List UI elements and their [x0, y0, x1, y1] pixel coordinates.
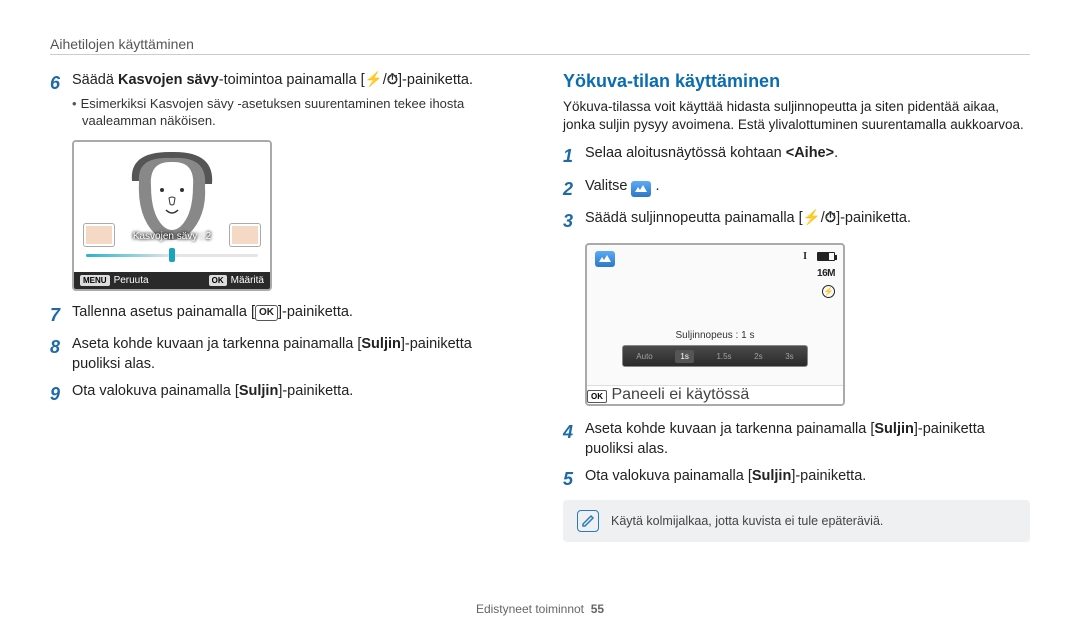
- ok-key: OK: [587, 390, 607, 403]
- step-3: 3 Säädä suljinnopeutta painamalla [⚡/⏱]-…: [563, 209, 1030, 233]
- step-num: 5: [563, 467, 585, 491]
- timer-icon: ⏱: [825, 210, 836, 226]
- step-7: 7 Tallenna asetus painamalla [OK]-painik…: [50, 303, 517, 327]
- face-tone-figure: Kasvojen sävy : 2 MENU Peruuta OK Määrit…: [72, 140, 272, 291]
- step-bold: Suljin: [361, 336, 400, 352]
- face-tone-slider[interactable]: [86, 250, 258, 260]
- shutter-figure: I 16M ⚡ Suljinnopeus : 1 s Auto 1s 1.5s …: [585, 243, 845, 406]
- step-1: 1 Selaa aloitusnäytössä kohtaan <Aihe>.: [563, 144, 1030, 168]
- ok-keycap: OK: [255, 305, 278, 321]
- step-text: ]-painiketta.: [398, 72, 473, 88]
- step-bold: Suljin: [874, 421, 913, 437]
- flash-icon: ⚡: [803, 210, 821, 226]
- step-num: 3: [563, 209, 585, 233]
- columns: 6 Säädä Kasvojen sävy-toimintoa painamal…: [50, 71, 1030, 542]
- step-text: Säädä: [72, 72, 118, 88]
- step-6: 6 Säädä Kasvojen sävy-toimintoa painamal…: [50, 71, 517, 130]
- slider-tick: 1.5s: [716, 352, 731, 361]
- step-num: 7: [50, 303, 72, 327]
- section-intro: Yökuva-tilassa voit käyttää hidasta sulj…: [563, 98, 1030, 134]
- step-2: 2 Valitse .: [563, 177, 1030, 201]
- timer-icon: ⏱: [387, 72, 398, 88]
- step-bold: Kasvojen sävy: [118, 72, 219, 88]
- step-bold: <Aihe>: [786, 145, 834, 161]
- step-text: ]-painiketta.: [278, 383, 353, 399]
- step-text: ]-painiketta.: [278, 304, 353, 320]
- step-num: 4: [563, 420, 585, 459]
- night-mode-icon: [595, 251, 615, 267]
- step-5: 5 Ota valokuva painamalla [Suljin]-paini…: [563, 467, 1030, 491]
- step-text: Aseta kohde kuvaan ja tarkenna painamall…: [585, 421, 874, 437]
- step-4: 4 Aseta kohde kuvaan ja tarkenna painama…: [563, 420, 1030, 459]
- step-9: 9 Ota valokuva painamalla [Suljin]-paini…: [50, 382, 517, 406]
- step-text: ]-painiketta.: [791, 468, 866, 484]
- step-text: Tallenna asetus painamalla [: [72, 304, 255, 320]
- footer-text: Edistyneet toiminnot: [476, 602, 584, 616]
- flash-icon: ⚡: [365, 72, 383, 88]
- step-text: -toimintoa painamalla [: [219, 72, 365, 88]
- menu-key-label: Peruuta: [114, 275, 149, 286]
- step-bold: Suljin: [752, 468, 791, 484]
- night-mode-icon: [631, 181, 651, 197]
- ok-key: OK: [209, 275, 227, 286]
- slider-tick: Auto: [636, 352, 652, 361]
- shutter-slider[interactable]: Auto 1s 1.5s 2s 3s: [622, 345, 808, 367]
- step-text: .: [834, 145, 838, 161]
- page-number: 55: [591, 602, 604, 616]
- pencil-icon: [577, 510, 599, 532]
- footer: Edistyneet toiminnot 55: [0, 602, 1080, 616]
- bullet: •: [72, 96, 77, 111]
- step-num: 2: [563, 177, 585, 201]
- slider-tick: 3s: [785, 352, 793, 361]
- step-text: Aseta kohde kuvaan ja tarkenna painamall…: [72, 336, 361, 352]
- ok-key-label: Paneeli ei käytössä: [611, 386, 749, 403]
- divider: [50, 54, 1030, 55]
- thumb-right: [230, 224, 260, 246]
- left-column: 6 Säädä Kasvojen sävy-toimintoa painamal…: [50, 71, 517, 542]
- step-text: Ota valokuva painamalla [: [585, 468, 752, 484]
- info-icon: I: [803, 251, 807, 262]
- step-text: Valitse: [585, 178, 631, 194]
- resolution-badge: 16M: [817, 268, 835, 279]
- battery-icon: [817, 252, 835, 261]
- slider-tick: 2s: [754, 352, 762, 361]
- step-text: Ota valokuva painamalla [: [72, 383, 239, 399]
- no-flash-icon: ⚡: [822, 285, 835, 298]
- step-text: Selaa aloitusnäytössä kohtaan: [585, 145, 786, 161]
- step-num: 6: [50, 71, 72, 130]
- step-text: Säädä suljinnopeutta painamalla [: [585, 210, 803, 226]
- shutter-label: Suljinnopeus : 1 s: [587, 330, 843, 341]
- right-column: Yökuva-tilan käyttäminen Yökuva-tilassa …: [563, 71, 1030, 542]
- tip-note: Käytä kolmijalkaa, jotta kuvista ei tule…: [563, 500, 1030, 542]
- step-num: 9: [50, 382, 72, 406]
- step-bold: Suljin: [239, 383, 278, 399]
- slider-tick-active: 1s: [675, 350, 693, 363]
- step-8: 8 Aseta kohde kuvaan ja tarkenna painama…: [50, 335, 517, 374]
- note-text: Käytä kolmijalkaa, jotta kuvista ei tule…: [611, 514, 883, 528]
- section-heading: Yökuva-tilan käyttäminen: [563, 71, 1030, 92]
- step-sub: Esimerkiksi Kasvojen sävy -asetuksen suu…: [81, 96, 465, 129]
- step-num: 1: [563, 144, 585, 168]
- ok-key-label: Määritä: [231, 275, 264, 286]
- step-num: 8: [50, 335, 72, 374]
- menu-key: MENU: [80, 275, 110, 286]
- thumb-left: [84, 224, 114, 246]
- step-text: .: [656, 178, 660, 194]
- step-text: ]-painiketta.: [836, 210, 911, 226]
- breadcrumb: Aihetilojen käyttäminen: [50, 36, 1030, 52]
